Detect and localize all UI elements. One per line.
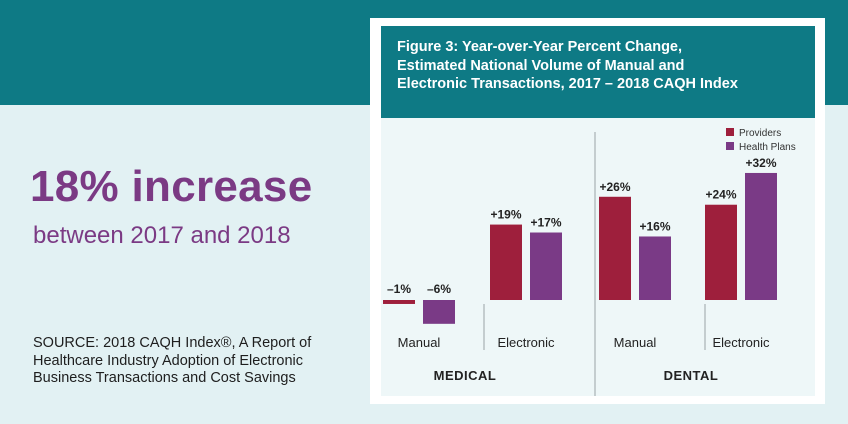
group-label: MEDICAL (434, 368, 497, 383)
legend-swatch (726, 142, 734, 150)
data-label: +24% (705, 188, 736, 202)
figure-header: Figure 3: Year-over-Year Percent Change,… (381, 26, 815, 118)
data-label: +17% (530, 216, 561, 230)
figure-title-line-1: Figure 3: Year-over-Year Percent Change, (397, 39, 683, 55)
source-citation: SOURCE: 2018 CAQH Index®, A Report of He… (33, 335, 353, 388)
category-label: Electronic (497, 335, 555, 350)
group-label: DENTAL (664, 368, 719, 383)
data-label: –1% (387, 282, 411, 296)
figure-title-line-2: Estimated National Volume of Manual and (397, 57, 685, 74)
category-label: Manual (398, 335, 441, 350)
data-label: +32% (745, 156, 776, 170)
bar (599, 196, 631, 300)
figure-card: Figure 3: Year-over-Year Percent Change,… (370, 18, 825, 404)
legend-swatch (726, 128, 734, 136)
category-label: Manual (614, 335, 657, 350)
figure-title: Figure 3: Year-over-Year Percent Change,… (397, 38, 738, 94)
legend-label: Providers (739, 128, 781, 139)
subheadline: between 2017 and 2018 (33, 222, 291, 249)
category-label: Electronic (712, 335, 770, 350)
bar-chart: –1% –6% Manual +19% +17% Electronic +26% +16% Ma… (383, 128, 796, 396)
headline: 18% increase (30, 162, 313, 211)
bar (490, 224, 522, 300)
bar (745, 172, 777, 300)
source-line-2: Healthcare Industry Adoption of Electron… (33, 352, 304, 369)
data-label: –6% (427, 282, 451, 296)
figure-title-line-3: Electronic Transactions, 2017 – 2018 CAQ… (397, 76, 738, 93)
source-line-1: SOURCE: 2018 CAQH Index®, A Report of (33, 335, 312, 351)
data-label: +19% (490, 208, 521, 222)
source-line-3: Business Transactions and Cost Savings (33, 370, 296, 387)
bar (530, 232, 562, 300)
bar (383, 300, 415, 304)
data-label: +26% (599, 180, 630, 194)
bar (705, 204, 737, 300)
data-label: +16% (639, 219, 670, 233)
bar (639, 236, 671, 300)
chart-area: –1% –6% Manual +19% +17% Electronic +26% +16% Ma… (381, 118, 815, 396)
bar (423, 300, 455, 324)
legend-label: Health Plans (739, 142, 796, 153)
